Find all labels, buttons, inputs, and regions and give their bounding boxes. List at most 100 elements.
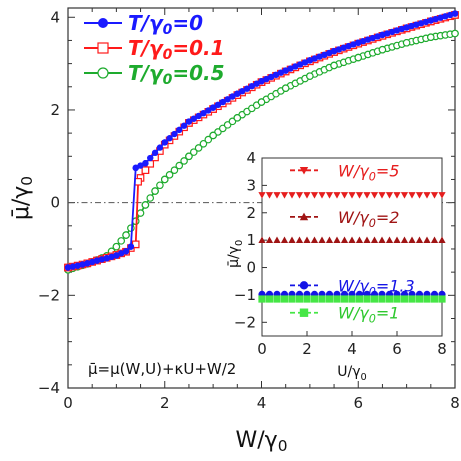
data-point: [127, 243, 135, 250]
data-point: [141, 201, 150, 209]
inset-y-axis-label: μ̄/γ0: [226, 240, 245, 268]
data-point: [379, 31, 386, 39]
inset-data-point: [340, 295, 349, 303]
data-point: [93, 257, 101, 264]
inset-data-point: [385, 236, 394, 244]
inset-data-point: [265, 236, 274, 244]
data-point: [257, 98, 266, 106]
data-point: [287, 65, 294, 72]
inset-series-0: W/γ0=5: [258, 161, 446, 199]
data-point: [127, 224, 135, 232]
inset-data-point: [378, 236, 386, 244]
inset-y-tick-label: 0: [246, 259, 256, 277]
inset-data-point: [325, 192, 334, 199]
data-point: [146, 194, 155, 202]
legend-label: T/γ0=0.1: [128, 36, 225, 63]
inset-y-tick-label: 4: [246, 149, 256, 167]
inset-y-tick-label: 1: [246, 231, 256, 249]
inset-data-point: [295, 295, 304, 303]
data-point: [345, 42, 352, 50]
data-point: [306, 72, 314, 80]
data-point: [263, 75, 270, 83]
inset-legend-marker: [299, 166, 309, 175]
inset-data-point: [265, 295, 274, 303]
data-point: [413, 21, 420, 28]
y-tick-label: 4: [50, 8, 60, 26]
data-point: [292, 63, 299, 70]
data-point: [378, 45, 387, 54]
inset-series-1: W/γ0=2: [258, 208, 446, 244]
y-axis-label: μ̄/γ0: [9, 176, 36, 220]
data-point: [147, 154, 154, 162]
inset-data-point: [400, 236, 409, 244]
data-point: [180, 157, 188, 165]
inset-data-point: [430, 192, 439, 199]
data-point: [84, 260, 91, 267]
inset-data-point: [303, 295, 311, 303]
data-point: [282, 67, 289, 74]
inset-data-point: [393, 192, 401, 199]
data-point: [321, 51, 328, 59]
data-point: [74, 262, 81, 269]
x-tick-label: 6: [353, 394, 363, 412]
data-point: [176, 126, 183, 134]
annotation-text: μ̄=μ(W,U)+κU+W/2: [88, 360, 236, 378]
inset-data-point: [280, 192, 289, 199]
data-point: [142, 160, 149, 167]
data-point: [451, 10, 459, 17]
y-tick-label: −4: [38, 379, 60, 397]
data-point: [340, 44, 347, 51]
data-point: [199, 139, 208, 148]
inset-y-tick-label: 3: [246, 176, 256, 194]
data-point: [272, 71, 280, 79]
x-axis-label: W/γ0: [236, 428, 288, 455]
inset-data-point: [415, 236, 424, 244]
data-point: [141, 166, 150, 174]
inset-data-point: [408, 295, 416, 303]
data-point: [98, 256, 106, 263]
inset-y-tick-label: −2: [234, 313, 256, 331]
x-tick-label: 2: [160, 394, 170, 412]
inset-legend-marker: [299, 212, 309, 221]
inset-data-point: [408, 192, 416, 199]
legend-item: T/γ0=0.1: [84, 36, 225, 63]
inset-data-point: [408, 236, 416, 244]
data-point: [209, 104, 217, 111]
inset-legend-label: W/γ0=1: [338, 304, 399, 326]
data-point: [350, 41, 357, 48]
inset-data-point: [393, 236, 401, 244]
data-point: [238, 88, 246, 95]
y-tick-label: 2: [50, 101, 60, 119]
y-tick-label: −2: [38, 286, 60, 304]
data-point: [374, 33, 381, 40]
inset-data-point: [378, 295, 386, 303]
x-tick-label: 4: [257, 394, 267, 412]
data-point: [214, 101, 222, 109]
inset-data-point: [288, 192, 296, 199]
data-point: [234, 90, 241, 97]
data-point: [437, 14, 444, 21]
data-point: [233, 114, 242, 122]
inset-data-point: [438, 295, 446, 303]
inset-legend-label: W/γ0=1.3: [338, 276, 415, 298]
data-point: [354, 53, 363, 62]
inset-data-point: [370, 295, 379, 303]
data-point: [136, 209, 145, 217]
data-point: [103, 255, 110, 262]
inset-data-point: [325, 295, 334, 303]
data-point: [69, 263, 77, 270]
data-point: [205, 107, 212, 114]
inset-data-point: [355, 295, 364, 303]
inset-data-point: [325, 236, 334, 244]
legend-marker: [97, 42, 109, 54]
data-point: [297, 61, 304, 68]
data-point: [267, 73, 275, 81]
inset-data-point: [400, 295, 409, 303]
inset-data-point: [355, 236, 364, 244]
data-point: [422, 18, 430, 26]
inset-data-point: [258, 295, 266, 303]
inset-data-point: [310, 295, 319, 303]
inset-data-point: [348, 295, 356, 303]
main-legend: T/γ0=0T/γ0=0.1T/γ0=0.5: [84, 11, 225, 88]
